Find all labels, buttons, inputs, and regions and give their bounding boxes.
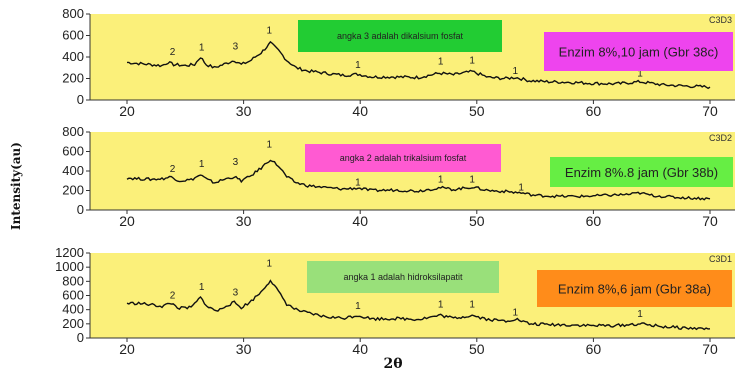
x-axis-label: 2θ: [383, 356, 402, 372]
note-box: [298, 20, 502, 52]
x-tick-label: 30: [236, 213, 252, 229]
panel-corner-label: C3D3: [709, 15, 732, 25]
peak-label: 2: [170, 290, 176, 301]
note-box-text: angka 1 adalah hidroksilapatit: [343, 272, 463, 282]
peak-label: 1: [518, 183, 524, 194]
y-tick-label: 0: [77, 92, 84, 107]
panel-c3d3: 0 200 400 600 800 20 30 40 50 60 70 2 1 3 1 1 1 1 1 1 C3D3 an…: [62, 6, 735, 119]
peak-label: 1: [266, 258, 272, 269]
peak-label: 1: [512, 307, 518, 318]
diffraction-line: [126, 159, 711, 201]
peak-label: 3: [233, 288, 239, 299]
note-box-text: angka 3 adalah dikalsium fosfat: [337, 31, 464, 41]
x-tick-label: 40: [352, 213, 368, 229]
peak-label: 1: [199, 159, 205, 170]
panel-c3d2: 0200400600800203040506070213111111C3D2an…: [62, 124, 735, 229]
peak-label: 1: [469, 175, 475, 186]
peak-label: 1: [469, 55, 475, 66]
sample-box: [537, 270, 732, 307]
y-tick-label: 0: [77, 202, 84, 217]
y-tick-label: 400: [62, 302, 84, 317]
x-tick-label: 50: [469, 103, 485, 119]
peak-label: 1: [469, 300, 475, 311]
peak-label: 1: [355, 60, 361, 71]
x-tick-label: 30: [236, 103, 252, 119]
x-tick-label: 50: [469, 213, 485, 229]
x-tick-label: 40: [352, 341, 368, 357]
x-tick-label: 70: [702, 341, 718, 357]
peak-label: 1: [355, 178, 361, 189]
y-tick-label: 800: [62, 273, 84, 288]
y-tick-label: 600: [62, 28, 84, 43]
y-tick-label: 200: [62, 71, 84, 86]
peak-label: 3: [233, 157, 239, 168]
x-tick-label: 40: [352, 103, 368, 119]
y-tick-label: 800: [62, 6, 84, 21]
x-tick-label: 60: [586, 103, 602, 119]
x-tick-label: 60: [586, 213, 602, 229]
peak-label: 1: [199, 282, 205, 293]
panel-corner-label: C3D2: [709, 133, 732, 143]
x-tick-label: 30: [236, 341, 252, 357]
peak-label: 1: [266, 25, 272, 36]
peak-label: 1: [637, 68, 643, 79]
x-tick-label: 70: [702, 213, 718, 229]
diffraction-line: [126, 279, 711, 331]
x-tick-label: 70: [702, 103, 718, 119]
peak-label: 2: [170, 47, 176, 58]
x-tick-label: 60: [586, 341, 602, 357]
peak-label: 1: [355, 301, 361, 312]
peak-label: 2: [170, 164, 176, 175]
note-box-text: angka 2 adalah trikalsium fosfat: [340, 153, 467, 163]
y-tick-label: 0: [77, 330, 84, 345]
peak-label: 1: [438, 300, 444, 311]
x-tick-label: 20: [119, 213, 135, 229]
peak-label: 1: [438, 175, 444, 186]
sample-box: [544, 32, 733, 71]
y-tick-label: 1000: [55, 259, 84, 274]
diffraction-line: [127, 40, 711, 90]
peak-label: 1: [637, 309, 643, 320]
y-tick-label: 400: [62, 49, 84, 64]
y-tick-label: 200: [62, 183, 84, 198]
x-tick-label: 20: [119, 103, 135, 119]
y-tick-label: 800: [62, 124, 84, 139]
x-tick-label: 20: [119, 341, 135, 357]
panel-corner-label: C3D1: [709, 254, 732, 264]
peak-label: 3: [233, 41, 239, 52]
sample-box-text: Enzim 8%,6 jam (Gbr 38a): [558, 282, 711, 297]
y-tick-label: 400: [62, 163, 84, 178]
y-axis-label: Intensity(au): [9, 142, 23, 230]
sample-box-text: Enzim 8%.8 jam (Gbr 38b): [565, 165, 718, 180]
x-tick-label: 50: [469, 341, 485, 357]
y-tick-label: 600: [62, 144, 84, 159]
sample-box: [550, 157, 733, 187]
y-tick-label: 600: [62, 288, 84, 303]
peak-label: 1: [512, 66, 518, 77]
peak-label: 1: [438, 57, 444, 68]
peak-label: 1: [199, 43, 205, 54]
sample-box-text: Enzim 8%,10 jam (Gbr 38c): [559, 45, 719, 60]
note-box: [305, 144, 501, 172]
y-tick-label: 200: [62, 316, 84, 331]
peak-label: 1: [266, 140, 272, 151]
y-tick-label: 1200: [55, 245, 84, 260]
note-box: [307, 261, 499, 293]
